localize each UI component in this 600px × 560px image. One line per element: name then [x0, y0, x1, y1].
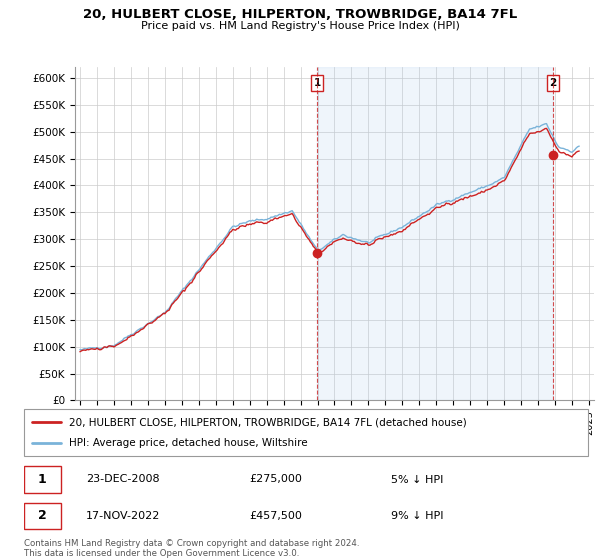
- FancyBboxPatch shape: [24, 466, 61, 493]
- Text: 20, HULBERT CLOSE, HILPERTON, TROWBRIDGE, BA14 7FL (detached house): 20, HULBERT CLOSE, HILPERTON, TROWBRIDGE…: [69, 417, 467, 427]
- Text: 1: 1: [313, 78, 320, 88]
- Text: 1: 1: [38, 473, 46, 486]
- FancyBboxPatch shape: [24, 503, 61, 529]
- Text: 17-NOV-2022: 17-NOV-2022: [86, 511, 160, 521]
- FancyBboxPatch shape: [24, 409, 588, 456]
- Text: 23-DEC-2008: 23-DEC-2008: [86, 474, 160, 484]
- Text: £275,000: £275,000: [250, 474, 302, 484]
- Text: 2: 2: [549, 78, 556, 88]
- Text: Price paid vs. HM Land Registry's House Price Index (HPI): Price paid vs. HM Land Registry's House …: [140, 21, 460, 31]
- Text: 9% ↓ HPI: 9% ↓ HPI: [391, 511, 443, 521]
- Text: £457,500: £457,500: [250, 511, 302, 521]
- Text: 20, HULBERT CLOSE, HILPERTON, TROWBRIDGE, BA14 7FL: 20, HULBERT CLOSE, HILPERTON, TROWBRIDGE…: [83, 8, 517, 21]
- Text: Contains HM Land Registry data © Crown copyright and database right 2024.
This d: Contains HM Land Registry data © Crown c…: [24, 539, 359, 558]
- Text: HPI: Average price, detached house, Wiltshire: HPI: Average price, detached house, Wilt…: [69, 438, 308, 448]
- Bar: [317, 67, 553, 400]
- Text: 2: 2: [38, 510, 46, 522]
- Text: 5% ↓ HPI: 5% ↓ HPI: [391, 474, 443, 484]
